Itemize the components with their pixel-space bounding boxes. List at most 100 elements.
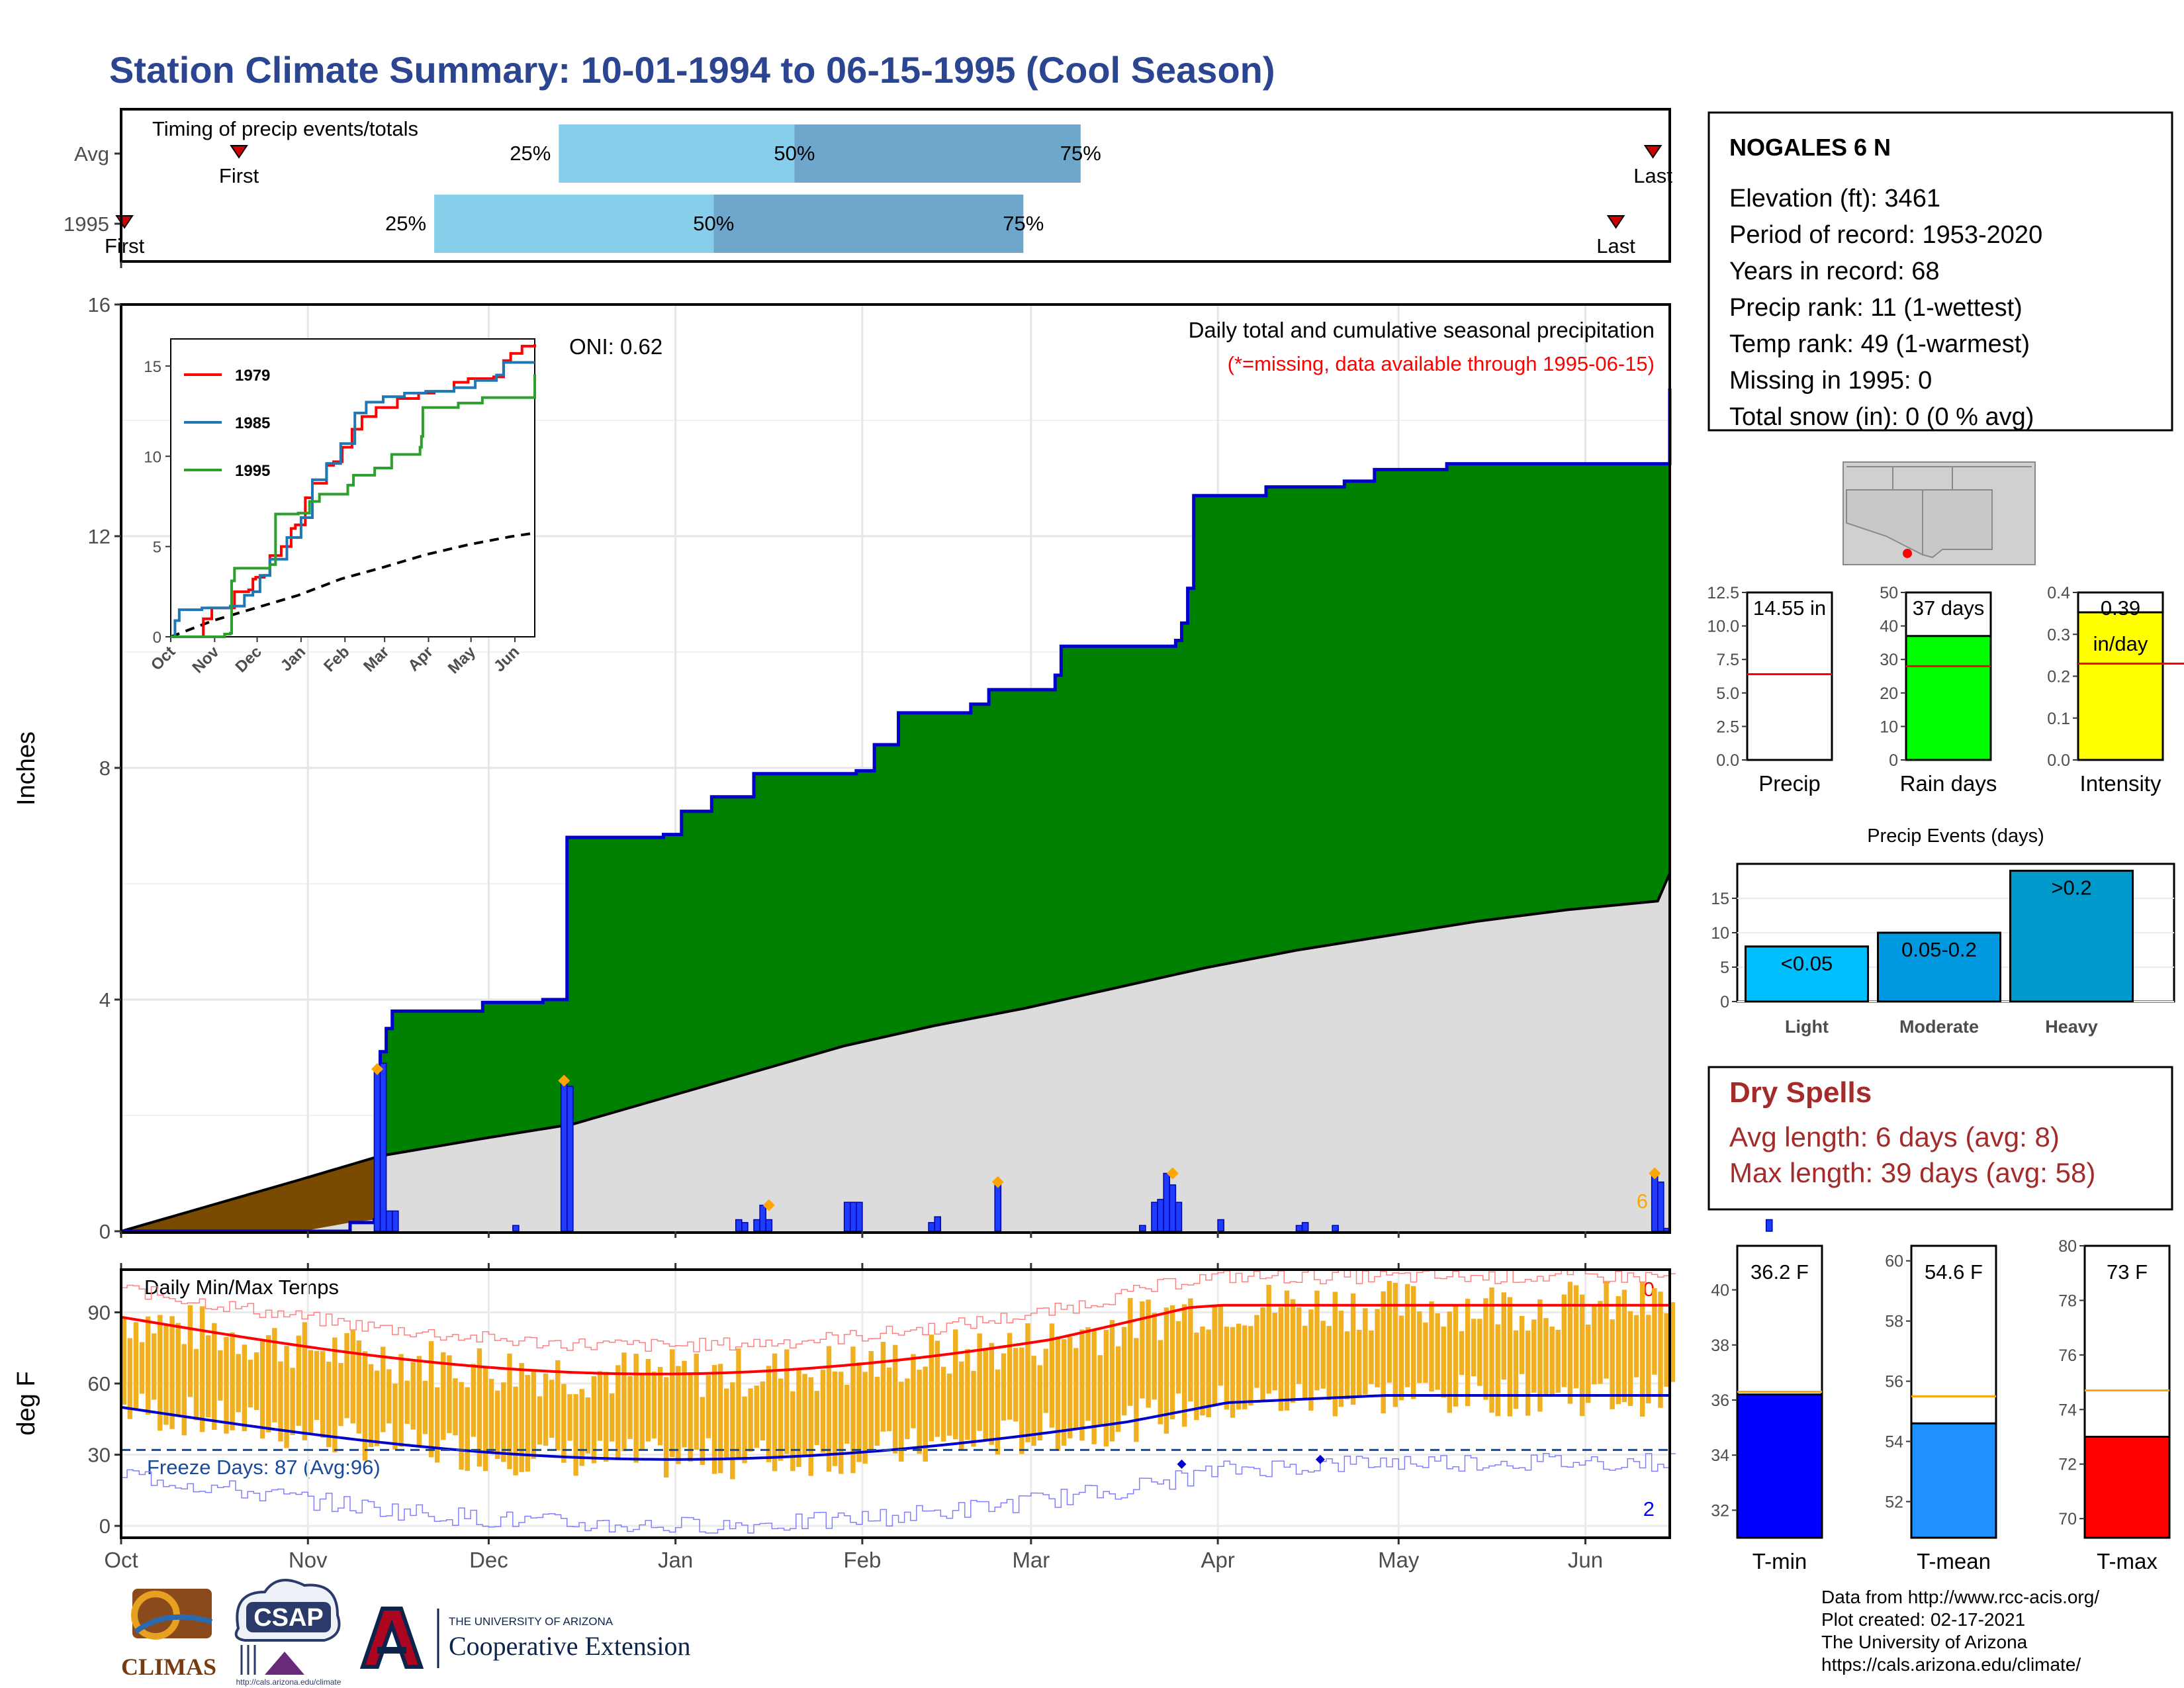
- daily-temp-bar: [645, 1359, 651, 1442]
- daily-temp-bar: [1001, 1353, 1007, 1421]
- daily-temp-bar: [139, 1342, 145, 1394]
- daily-temp-bar: [1188, 1298, 1193, 1402]
- daily-temp-bar: [1061, 1339, 1067, 1446]
- daily-temp-bar: [814, 1391, 820, 1446]
- daily-temp-bar: [1332, 1291, 1338, 1417]
- daily-precip-bar: [735, 1219, 743, 1232]
- daily-temp-bar: [1573, 1285, 1579, 1389]
- daily-temp-bar: [1621, 1289, 1627, 1403]
- daily-temp-bar: [1055, 1336, 1061, 1451]
- daily-temp-bar: [615, 1365, 621, 1459]
- ua-small-text: THE UNIVERSITY OF ARIZONA: [449, 1615, 614, 1628]
- daily-temp-bar: [230, 1332, 235, 1430]
- station-frame: [1707, 111, 2173, 432]
- daily-temp-bar: [621, 1352, 627, 1452]
- temp-summary-value: 54.6 F: [1925, 1260, 1983, 1284]
- month-tick-label: Jun: [1568, 1548, 1603, 1572]
- month-tick-label: Dec: [469, 1548, 508, 1572]
- daily-precip-bar: [1765, 1219, 1773, 1232]
- daily-temp-bar: [1302, 1325, 1308, 1399]
- daily-precip-bar: [856, 1201, 863, 1232]
- daily-temp-bar: [453, 1378, 458, 1436]
- temp-summary-bar: [1910, 1422, 1997, 1539]
- daily-precip-bar: [1651, 1172, 1659, 1232]
- map-borders: [1846, 466, 2032, 490]
- total-value-label: 0.39: [2101, 596, 2140, 620]
- daily-precip-bar: [994, 1181, 1002, 1232]
- csap-url: http://cals.arizona.edu/climate: [236, 1677, 341, 1687]
- daily-temp-bar: [1549, 1326, 1555, 1396]
- station-info-line: Missing in 1995: 0: [1729, 367, 1932, 395]
- inset-xtick-label: Apr: [404, 643, 436, 675]
- daily-temp-bar: [163, 1324, 169, 1425]
- daily-temp-bar: [1495, 1324, 1500, 1417]
- timing-first-label: First: [105, 234, 145, 258]
- daily-temp-bar: [1121, 1327, 1127, 1416]
- daily-temp-bar: [212, 1323, 217, 1430]
- inset-ytick-label: 15: [144, 358, 161, 376]
- daily-precip-bar: [512, 1225, 520, 1232]
- daily-temp-bar: [1272, 1313, 1278, 1391]
- daily-temp-bar: [236, 1354, 241, 1413]
- daily-temp-bar: [802, 1374, 807, 1456]
- timing-q25-q50-bar: [559, 124, 795, 183]
- temps-ytick-label: 60: [88, 1372, 111, 1395]
- temps-frame-top: [120, 1268, 1671, 1539]
- timing-p50-label: 50%: [774, 142, 815, 165]
- station-location-marker: [1903, 549, 1912, 558]
- daily-temp-bar: [398, 1354, 404, 1447]
- events-title: Precip Events (days): [1867, 825, 2044, 847]
- daily-temp-bar: [832, 1371, 838, 1466]
- daily-temp-bar: [1483, 1298, 1488, 1400]
- daily-temp-bar: [1206, 1329, 1211, 1417]
- daily-temp-bar: [1067, 1336, 1073, 1438]
- temps-title: Daily Min/Max Temps: [144, 1276, 339, 1299]
- timing-last-marker: [1643, 145, 1662, 159]
- inset-xtick-label: Nov: [189, 643, 223, 677]
- heavy-event-marker: [558, 1074, 570, 1087]
- daily-temp-bar: [567, 1394, 572, 1441]
- daily-temp-bar: [368, 1364, 374, 1447]
- daily-temp-bar: [1073, 1348, 1079, 1429]
- total-ytick-label: 40: [1880, 618, 1898, 636]
- daily-temp-bar: [181, 1344, 187, 1436]
- location-map: [1843, 461, 2036, 565]
- total-ytick-label: 30: [1880, 651, 1898, 669]
- daily-temp-bar: [422, 1380, 428, 1434]
- daily-temp-bar: [1369, 1330, 1374, 1384]
- daily-temp-bar: [1459, 1331, 1465, 1376]
- events-ytick-label: 0: [1720, 993, 1729, 1011]
- daily-temp-bar: [597, 1371, 603, 1441]
- daily-temp-bar: [278, 1361, 283, 1442]
- daily-temp-bar: [1531, 1319, 1537, 1393]
- timing-p25-label: 25%: [510, 142, 551, 165]
- daily-temp-bar: [1140, 1301, 1145, 1399]
- timing-last-label: Last: [1596, 234, 1635, 258]
- daily-temp-bar: [350, 1330, 355, 1424]
- daily-temp-bar: [1664, 1313, 1669, 1387]
- temps-panel: Daily Min/Max Temps Freeze Days: 87 (Avg…: [13, 1268, 1676, 1572]
- daily-temp-bar: [868, 1351, 874, 1452]
- daily-temp-bar: [133, 1322, 139, 1409]
- daily-temp-bar: [663, 1377, 669, 1478]
- daily-temp-bar: [1598, 1301, 1603, 1384]
- daily-temp-bar: [946, 1373, 952, 1436]
- daily-precip-bar: [1332, 1225, 1339, 1232]
- daily-temp-bar: [441, 1352, 446, 1440]
- daily-temp-bar: [501, 1382, 506, 1462]
- daily-temp-bar: [844, 1385, 850, 1444]
- daily-temp-bar: [344, 1333, 349, 1419]
- ua-logo: THE UNIVERSITY OF ARIZONA Cooperative Ex…: [359, 1607, 690, 1669]
- events-category-label: Moderate: [1899, 1017, 1979, 1037]
- temps-ytick-label: 30: [88, 1444, 111, 1467]
- station-info-box: NOGALES 6 N Elevation (ft): 3461 Period o…: [1707, 111, 2173, 432]
- daily-temp-bar: [561, 1383, 567, 1463]
- events-category-label: Light: [1785, 1017, 1829, 1037]
- total-ytick-label: 0.0: [1716, 751, 1739, 770]
- daily-temp-bar: [1525, 1331, 1531, 1416]
- dry-spells-frame: [1707, 1066, 2173, 1211]
- daily-temp-bar: [742, 1396, 747, 1464]
- daily-temp-bar: [1152, 1313, 1157, 1400]
- main-corner-note: 6: [1637, 1190, 1648, 1213]
